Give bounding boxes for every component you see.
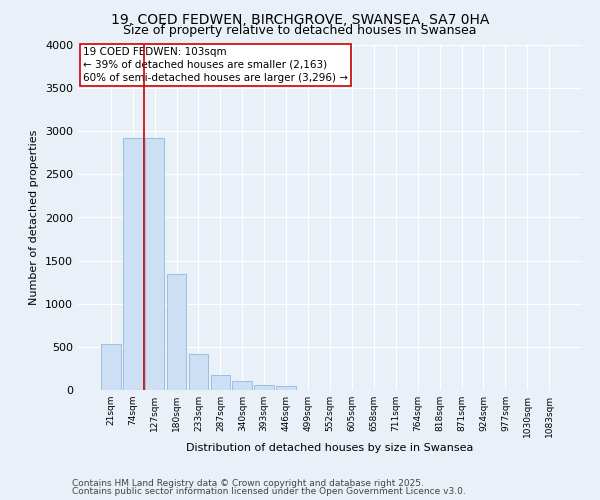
- Text: 19, COED FEDWEN, BIRCHGROVE, SWANSEA, SA7 0HA: 19, COED FEDWEN, BIRCHGROVE, SWANSEA, SA…: [111, 12, 489, 26]
- Y-axis label: Number of detached properties: Number of detached properties: [29, 130, 40, 305]
- X-axis label: Distribution of detached houses by size in Swansea: Distribution of detached houses by size …: [187, 442, 473, 452]
- Bar: [101, 344, 121, 390]
- Bar: [167, 274, 187, 390]
- Bar: [232, 382, 252, 390]
- Bar: [276, 386, 296, 390]
- Bar: [188, 354, 208, 390]
- Text: 19 COED FEDWEN: 103sqm
← 39% of detached houses are smaller (2,163)
60% of semi-: 19 COED FEDWEN: 103sqm ← 39% of detached…: [83, 46, 348, 83]
- Text: Contains public sector information licensed under the Open Government Licence v3: Contains public sector information licen…: [72, 487, 466, 496]
- Text: Contains HM Land Registry data © Crown copyright and database right 2025.: Contains HM Land Registry data © Crown c…: [72, 478, 424, 488]
- Text: Size of property relative to detached houses in Swansea: Size of property relative to detached ho…: [123, 24, 477, 37]
- Bar: [254, 386, 274, 390]
- Bar: [123, 138, 143, 390]
- Bar: [211, 375, 230, 390]
- Bar: [145, 138, 164, 390]
